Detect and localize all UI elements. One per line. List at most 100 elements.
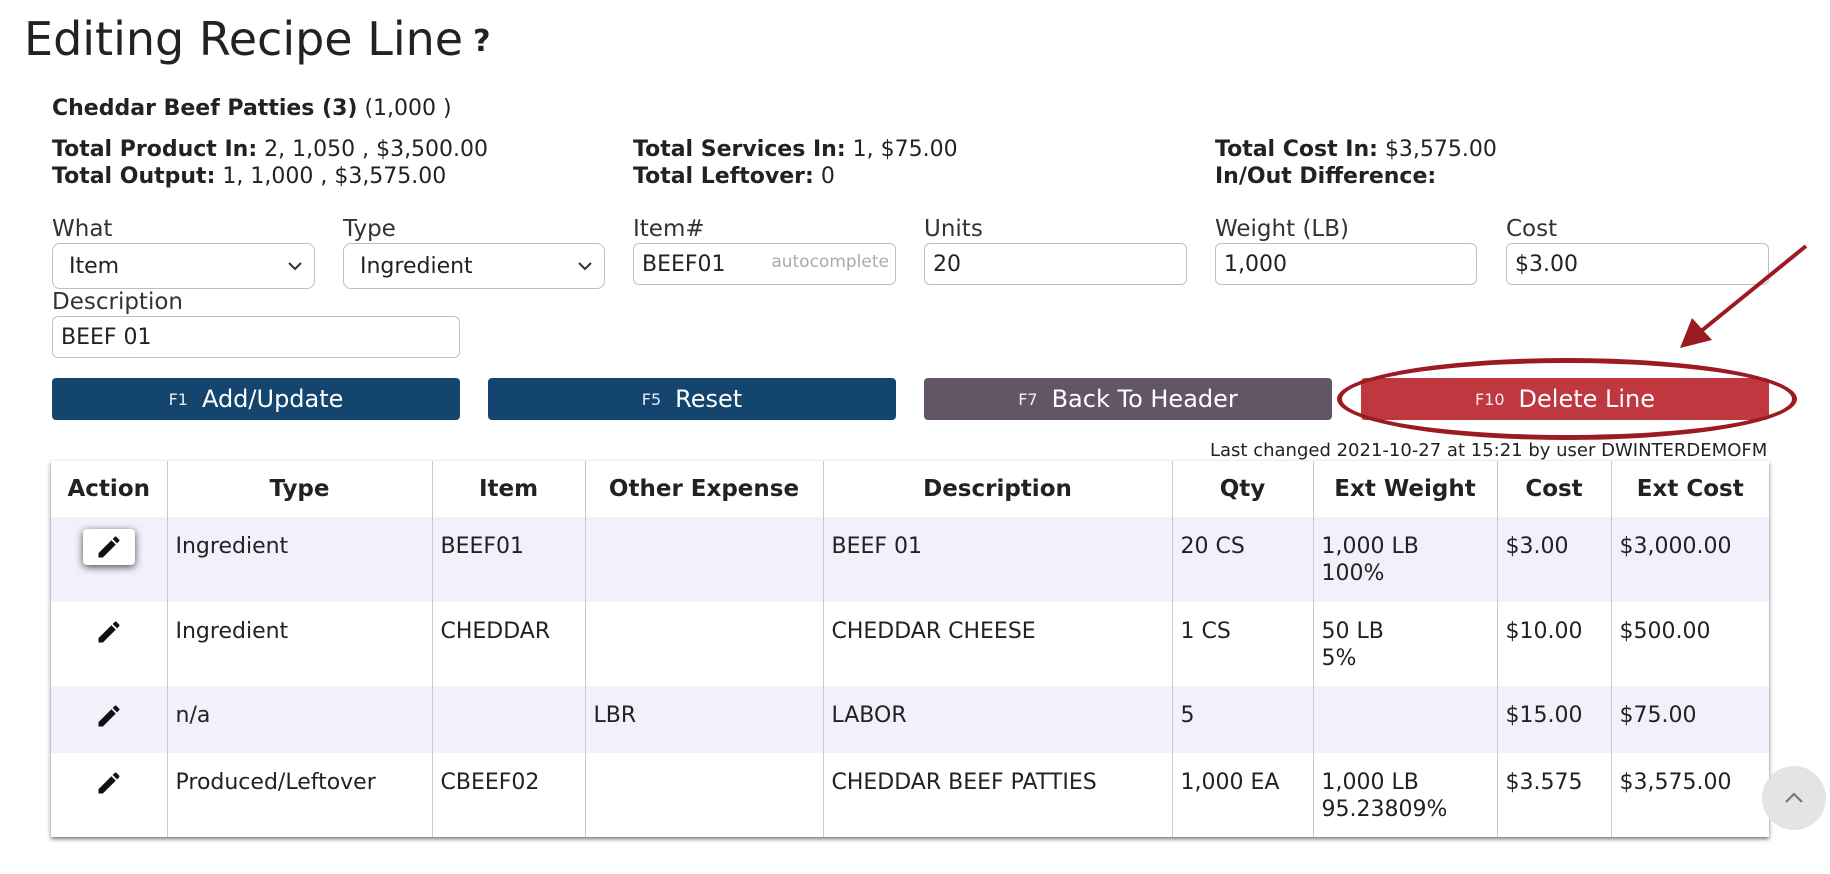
action-cell [51, 686, 168, 753]
total-cost-in-value: $3,575.00 [1384, 137, 1497, 162]
recipe-name-text: Cheddar Beef Patties (3) [52, 96, 358, 121]
annotation-highlight-ellipse [1337, 358, 1797, 440]
header-other-expense[interactable]: Other Expense [585, 461, 824, 517]
weight-input[interactable]: 1,000 [1215, 243, 1477, 285]
cell-description: CHEDDAR BEEF PATTIES [823, 753, 1173, 837]
cell-description: LABOR [823, 686, 1173, 753]
total-services-in-value: 1, $75.00 [852, 137, 958, 162]
cell-ext-weight: 1,000 LB 95.23809% [1313, 753, 1498, 837]
cell-item: BEEF01 [432, 517, 586, 602]
page-title-text: Editing Recipe Line [24, 12, 464, 66]
ext-weight-value: 1,000 LB [1321, 770, 1419, 795]
pencil-icon [98, 772, 120, 794]
ext-weight-percent: 95.23809% [1321, 797, 1448, 822]
cell-cost: $3.00 [1497, 517, 1612, 602]
weight-value: 1,000 [1224, 251, 1287, 277]
chevron-down-icon [578, 262, 592, 271]
cell-other-expense: LBR [585, 686, 824, 753]
recipe-lines-table: Action Type Item Other Expense Descripti… [51, 461, 1769, 837]
pencil-icon [98, 621, 120, 643]
cell-ext-cost: $75.00 [1619, 703, 1697, 728]
units-label: Units [924, 216, 983, 242]
edit-row-button[interactable] [83, 614, 135, 650]
add-update-shortcut: F1 [168, 389, 188, 409]
cell-cost: $10.00 [1497, 602, 1612, 686]
reset-label: Reset [675, 385, 743, 413]
cost-input[interactable]: $3.00 [1506, 243, 1769, 285]
description-input[interactable]: BEEF 01 [52, 316, 460, 358]
units-input[interactable]: 20 [924, 243, 1187, 285]
header-ext-weight[interactable]: Ext Weight [1313, 461, 1498, 517]
back-to-header-button[interactable]: F7 Back To Header [924, 378, 1332, 420]
total-product-in-label: Total Product In: [52, 137, 258, 162]
item-number-input[interactable]: BEEF01 autocomplete [633, 243, 896, 285]
item-label: Item# [633, 216, 705, 242]
add-update-button[interactable]: F1 Add/Update [52, 378, 460, 420]
table-header-row: Action Type Item Other Expense Descripti… [51, 461, 1769, 517]
back-to-header-shortcut: F7 [1018, 389, 1038, 409]
total-output-value: 1, 1,000 , $3,575.00 [222, 164, 447, 189]
ext-weight-value: 1,000 LB [1321, 534, 1419, 559]
cell-cost: $3.575 [1497, 753, 1612, 837]
header-type[interactable]: Type [167, 461, 433, 517]
type-select[interactable]: Ingredient [343, 243, 605, 289]
what-select-value: Item [69, 253, 120, 279]
action-cell [51, 517, 168, 602]
cell-ext-cost: $3,575.00 [1619, 770, 1732, 795]
type-label: Type [343, 216, 396, 242]
table-row: Produced/Leftover CBEEF02 CHEDDAR BEEF P… [51, 753, 1769, 837]
last-changed-info: Last changed 2021-10-27 at 15:21 by user… [1210, 440, 1768, 461]
table-row: n/a LBR LABOR 5 $15.00 $75.00 [51, 686, 1769, 753]
total-product-in-value: 2, 1,050 , $3,500.00 [264, 137, 489, 162]
cell-description: CHEDDAR CHEESE [823, 602, 1173, 686]
header-cost[interactable]: Cost [1497, 461, 1612, 517]
description-value: BEEF 01 [61, 324, 152, 350]
scroll-to-top-button[interactable] [1762, 766, 1826, 830]
ext-weight-percent: 100% [1321, 561, 1385, 586]
header-qty[interactable]: Qty [1172, 461, 1314, 517]
type-select-value: Ingredient [360, 253, 473, 279]
edit-row-button[interactable] [82, 529, 135, 565]
action-cell [51, 602, 168, 686]
autocomplete-hint: autocomplete [771, 252, 889, 272]
cell-type: n/a [167, 686, 433, 753]
cell-other-expense [585, 753, 824, 837]
summary-column-3: Total Cost In: $3,575.00 In/Out Differen… [1215, 136, 1497, 190]
header-item[interactable]: Item [432, 461, 586, 517]
header-description[interactable]: Description [823, 461, 1173, 517]
summary-column-2: Total Services In: 1, $75.00 Total Lefto… [633, 136, 958, 190]
table-row: Ingredient BEEF01 BEEF 01 20 CS 1,000 LB… [51, 517, 1769, 602]
cell-ext-cost: $500.00 [1619, 619, 1711, 644]
reset-button[interactable]: F5 Reset [488, 378, 896, 420]
total-output-label: Total Output: [52, 164, 216, 189]
pencil-icon [98, 536, 120, 558]
help-icon[interactable]: ? [473, 24, 491, 59]
item-number-value: BEEF01 [642, 251, 726, 277]
what-select[interactable]: Item [52, 243, 315, 289]
chevron-up-icon [1785, 792, 1803, 803]
what-label: What [52, 216, 113, 242]
cell-type: Ingredient [167, 602, 433, 686]
cell-qty: 1,000 EA [1172, 753, 1314, 837]
cost-value: $3.00 [1515, 251, 1578, 277]
total-leftover-label: Total Leftover: [633, 164, 814, 189]
cell-item: CBEEF02 [432, 753, 586, 837]
header-ext-cost[interactable]: Ext Cost [1611, 461, 1769, 517]
units-value: 20 [933, 251, 961, 277]
cell-item [432, 686, 586, 753]
cell-other-expense [585, 517, 824, 602]
in-out-difference-label: In/Out Difference: [1215, 164, 1437, 189]
edit-row-button[interactable] [83, 698, 135, 734]
cell-ext-weight: 50 LB 5% [1313, 602, 1498, 686]
cell-qty: 20 CS [1172, 517, 1314, 602]
edit-row-button[interactable] [83, 765, 135, 801]
cell-ext-weight: 1,000 LB 100% [1313, 517, 1498, 602]
cell-description: BEEF 01 [823, 517, 1173, 602]
cost-label: Cost [1506, 216, 1558, 242]
cell-ext-cost: $3,000.00 [1619, 534, 1732, 559]
cell-item: CHEDDAR [432, 602, 586, 686]
cell-type: Produced/Leftover [167, 753, 433, 837]
add-update-label: Add/Update [201, 385, 344, 413]
total-leftover-value: 0 [820, 164, 835, 189]
description-label: Description [52, 289, 183, 315]
